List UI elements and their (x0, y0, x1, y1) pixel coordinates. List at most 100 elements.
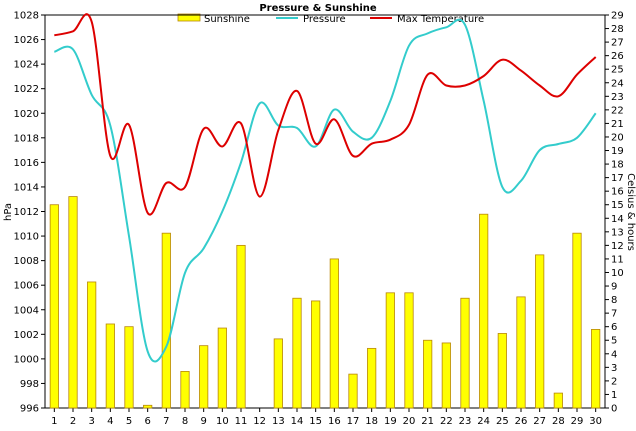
x-axis-tick-label: 30 (589, 416, 602, 427)
left-axis-tick-label: 1022 (14, 84, 39, 95)
right-axis-tick-label: 23 (611, 92, 624, 103)
sunshine-bar (124, 326, 134, 409)
right-axis-tick-label: 0 (611, 404, 617, 415)
left-axis-label: hPa (3, 203, 14, 221)
right-axis-tick-label: 12 (611, 241, 624, 252)
right-axis-tick-label: 11 (611, 254, 624, 265)
right-axis-tick-label: 13 (611, 227, 624, 238)
x-axis-tick-label: 20 (403, 416, 416, 427)
right-axis-tick-label: 22 (611, 105, 624, 116)
right-axis-tick-label: 25 (611, 65, 624, 76)
x-axis-tick-label: 4 (107, 416, 113, 427)
right-axis-tick-label: 2 (611, 376, 617, 387)
legend-label-max-temperature: Max Temperature (397, 14, 484, 25)
left-axis-tick-label: 1008 (14, 256, 39, 267)
x-axis-tick-label: 26 (515, 416, 528, 427)
x-axis-tick-label: 13 (272, 416, 285, 427)
sunshine-bar (199, 345, 209, 409)
x-axis-tick-label: 17 (347, 416, 360, 427)
legend: Sunshine Pressure Max Temperature (177, 13, 484, 25)
right-axis-tick-label: 14 (611, 214, 624, 225)
x-axis-tick-label: 23 (459, 416, 472, 427)
x-axis-tick-label: 8 (182, 416, 188, 427)
left-axis-tick-label: 998 (20, 379, 39, 390)
right-axis-tick-label: 5 (611, 336, 617, 347)
left-axis-tick-label: 1010 (14, 232, 39, 243)
sunshine-bar (572, 232, 582, 409)
sunshine-bar (516, 296, 526, 409)
sunshine-bar (329, 258, 339, 409)
left-axis-tick-label: 1018 (14, 133, 39, 144)
sunshine-bar (87, 281, 97, 409)
left-axis-tick-label: 1016 (14, 158, 39, 169)
x-axis-tick-label: 15 (309, 416, 322, 427)
right-axis-tick-label: 17 (611, 173, 624, 184)
right-axis-tick-label: 7 (611, 309, 617, 320)
left-axis-tick-label: 1024 (14, 60, 39, 71)
sunshine-bar (180, 371, 190, 409)
sunshine-bar (367, 347, 377, 409)
sunshine-bar (217, 327, 227, 409)
right-axis-tick-label: 29 (611, 11, 624, 22)
x-axis-tick-label: 19 (384, 416, 397, 427)
left-axis-tick-label: 1020 (14, 109, 39, 120)
left-axis-tick-label: 1028 (14, 11, 39, 22)
x-axis-tick-label: 1 (51, 416, 57, 427)
x-axis-tick-label: 29 (571, 416, 584, 427)
sunshine-bar (68, 196, 78, 409)
pressure-line (53, 18, 597, 363)
x-axis-tick-label: 5 (126, 416, 132, 427)
left-axis-tick-label: 1002 (14, 330, 39, 341)
sunshine-bar (553, 392, 563, 409)
left-axis-tick-label: 1014 (14, 182, 39, 193)
sunshine-bar (292, 297, 302, 409)
right-axis-tick-label: 1 (611, 390, 617, 401)
sunshine-bar (49, 204, 59, 409)
sunshine-bar (441, 342, 451, 409)
right-axis-tick-label: 21 (611, 119, 624, 130)
x-axis-tick-label: 27 (533, 416, 546, 427)
sunshine-bar (535, 254, 545, 409)
sunshine-bar (404, 292, 414, 409)
right-axis-tick-label: 18 (611, 160, 624, 171)
right-axis-label: Celsius & hours (625, 173, 636, 251)
right-axis-tick-label: 8 (611, 295, 617, 306)
right-axis-tick-label: 16 (611, 187, 624, 198)
left-axis-tick-label: 1026 (14, 35, 39, 46)
left-axis-tick-label: 1012 (14, 207, 39, 218)
x-axis-tick-label: 3 (88, 416, 94, 427)
x-axis-tick-label: 24 (477, 416, 490, 427)
right-axis-tick-label: 3 (611, 363, 617, 374)
right-axis-tick-label: 15 (611, 200, 624, 211)
legend-label-pressure: Pressure (303, 14, 346, 25)
sunshine-bar (143, 404, 153, 409)
sunshine-bar (385, 292, 395, 409)
legend-label-sunshine: Sunshine (204, 14, 250, 25)
x-axis-tick-label: 21 (421, 416, 434, 427)
x-axis-tick-label: 14 (291, 416, 304, 427)
x-axis-tick-label: 7 (163, 416, 169, 427)
sunshine-bar (423, 339, 433, 409)
x-axis-tick-label: 25 (496, 416, 509, 427)
left-axis-tick-label: 1000 (14, 354, 39, 365)
sunshine-bar (348, 373, 358, 409)
legend-swatch-sunshine (177, 13, 201, 22)
x-axis-tick-label: 18 (365, 416, 378, 427)
x-axis-tick-label: 12 (253, 416, 266, 427)
sunshine-bar (479, 213, 489, 409)
plot-area: 9969981000100210041006100810101012101410… (14, 11, 624, 428)
sunshine-bar (161, 232, 171, 409)
right-axis-tick-label: 26 (611, 51, 624, 62)
right-axis-tick-label: 28 (611, 24, 624, 35)
right-axis-tick-label: 10 (611, 268, 624, 279)
left-axis-tick-label: 1004 (14, 305, 39, 316)
x-axis-tick-label: 2 (70, 416, 76, 427)
sunshine-bar (273, 338, 283, 409)
x-axis-tick-label: 10 (216, 416, 229, 427)
right-axis-tick-label: 19 (611, 146, 624, 157)
x-axis-tick-label: 28 (552, 416, 565, 427)
x-axis-tick-label: 6 (144, 416, 150, 427)
right-axis-tick-label: 9 (611, 282, 617, 293)
right-axis-tick-label: 24 (611, 78, 624, 89)
